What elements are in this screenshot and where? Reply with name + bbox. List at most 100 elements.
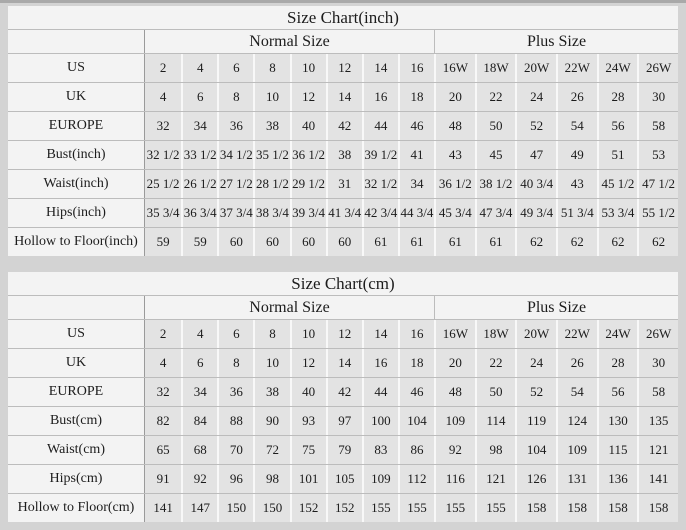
size-value-cell: 6 [181,83,218,111]
size-value-cell: 119 [515,407,556,435]
size-value-cell: 22 [474,83,516,111]
size-value-cell: 130 [596,407,638,435]
size-value-cell: 72 [253,436,290,464]
group-header-spacer [8,30,145,53]
size-chart-inch-table: Size Chart(inch) Normal Size Plus Size U… [8,6,678,256]
size-value-cell: 39 3/4 [289,199,326,227]
size-value-cell: 26 [555,83,597,111]
size-value-cell: 124 [555,407,597,435]
size-value-cell: 4 [145,349,182,377]
size-value-cell: 56 [596,112,638,140]
size-chart-cm-table: Size Chart(cm) Normal Size Plus Size US 2… [8,272,678,522]
size-value-cell: 33 1/2 [181,141,218,169]
size-value-cell: 47 1/2 [637,170,678,198]
size-value-cell: 158 [637,494,678,522]
size-value-cell: 92 [181,465,218,493]
size-value-cell: 38 [253,378,290,406]
size-value-cell: 36 1/2 [434,170,475,198]
size-value-cell: 155 [397,494,434,522]
size-value-cell: 97 [325,407,362,435]
table-row: UK 4 6 8 10 12 14 16 18 20 22 24 26 28 30 [8,348,678,377]
row-label: US [8,320,145,348]
row-label: Bust(cm) [8,407,145,435]
size-value-cell: 14 [361,54,398,82]
size-value-cell: 18 [397,349,434,377]
size-value-cell: 42 3/4 [361,199,398,227]
size-value-cell: 155 [474,494,516,522]
size-value-cell: 6 [181,349,218,377]
size-value-cell: 42 [325,378,362,406]
size-value-cell: 91 [145,465,182,493]
size-value-cell: 141 [637,465,678,493]
size-value-cell: 14 [325,83,362,111]
size-value-cell: 28 1/2 [253,170,290,198]
size-value-cell: 83 [361,436,398,464]
size-value-cell: 62 [596,228,638,256]
size-value-cell: 16 [397,320,434,348]
size-value-cell: 14 [361,320,398,348]
size-value-cell: 20W [515,320,556,348]
size-value-cell: 126 [515,465,556,493]
size-value-cell: 50 [474,112,516,140]
size-value-cell: 84 [181,407,218,435]
size-value-cell: 45 [474,141,516,169]
size-value-cell: 141 [145,494,182,522]
size-value-cell: 61 [397,228,434,256]
table-row: EUROPE 32 34 36 38 40 42 44 46 48 50 52 54 56 58 [8,377,678,406]
size-value-cell: 16W [434,320,475,348]
table-body: US 2 4 6 8 10 12 14 16 16W 18W 20W 22W 24W 26W UK 4 6 8 10 1… [8,53,678,256]
size-value-cell: 158 [555,494,597,522]
size-value-cell: 88 [217,407,254,435]
row-label: EUROPE [8,378,145,406]
table-body: US 2 4 6 8 10 12 14 16 16W 18W 20W 22W 24W 26W UK 4 6 8 10 1… [8,319,678,522]
size-value-cell: 44 [361,112,398,140]
size-value-cell: 18 [397,83,434,111]
size-value-cell: 14 [325,349,362,377]
table-row: UK 4 6 8 10 12 14 16 18 20 22 24 26 28 30 [8,82,678,111]
table-row: Bust(cm) 82 84 88 90 93 97 100 104 109 114 119 124 13… [8,406,678,435]
size-value-cell: 39 1/2 [361,141,398,169]
size-value-cell: 150 [217,494,254,522]
size-value-cell: 22 [474,349,516,377]
size-value-cell: 60 [289,228,326,256]
size-value-cell: 62 [515,228,556,256]
size-value-cell: 61 [434,228,475,256]
size-value-cell: 48 [434,378,475,406]
size-value-cell: 10 [289,54,326,82]
size-value-cell: 51 3/4 [555,199,597,227]
size-value-cell: 27 1/2 [217,170,254,198]
size-value-cell: 43 [555,170,597,198]
size-value-cell: 18W [474,54,516,82]
size-value-cell: 55 1/2 [637,199,678,227]
size-value-cell: 44 3/4 [397,199,434,227]
size-value-cell: 100 [361,407,398,435]
size-value-cell: 18W [474,320,516,348]
size-value-cell: 60 [325,228,362,256]
size-value-cell: 79 [325,436,362,464]
size-value-cell: 4 [145,83,182,111]
size-value-cell: 31 [325,170,362,198]
size-value-cell: 25 1/2 [145,170,182,198]
row-label: UK [8,349,145,377]
size-value-cell: 16 [397,54,434,82]
row-label: Waist(cm) [8,436,145,464]
size-value-cell: 53 [637,141,678,169]
size-value-cell: 34 [181,378,218,406]
size-value-cell: 37 3/4 [217,199,254,227]
normal-size-header: Normal Size [249,298,330,316]
size-value-cell: 109 [555,436,597,464]
size-value-cell: 116 [434,465,475,493]
size-group-header-row: Normal Size Plus Size [8,295,678,319]
size-value-cell: 152 [325,494,362,522]
size-value-cell: 121 [637,436,678,464]
size-value-cell: 48 [434,112,475,140]
size-value-cell: 12 [325,320,362,348]
size-value-cell: 82 [145,407,182,435]
size-value-cell: 101 [289,465,326,493]
size-value-cell: 135 [637,407,678,435]
size-value-cell: 62 [637,228,678,256]
size-value-cell: 32 1/2 [145,141,182,169]
size-value-cell: 150 [253,494,290,522]
size-value-cell: 104 [397,407,434,435]
row-label: US [8,54,145,82]
